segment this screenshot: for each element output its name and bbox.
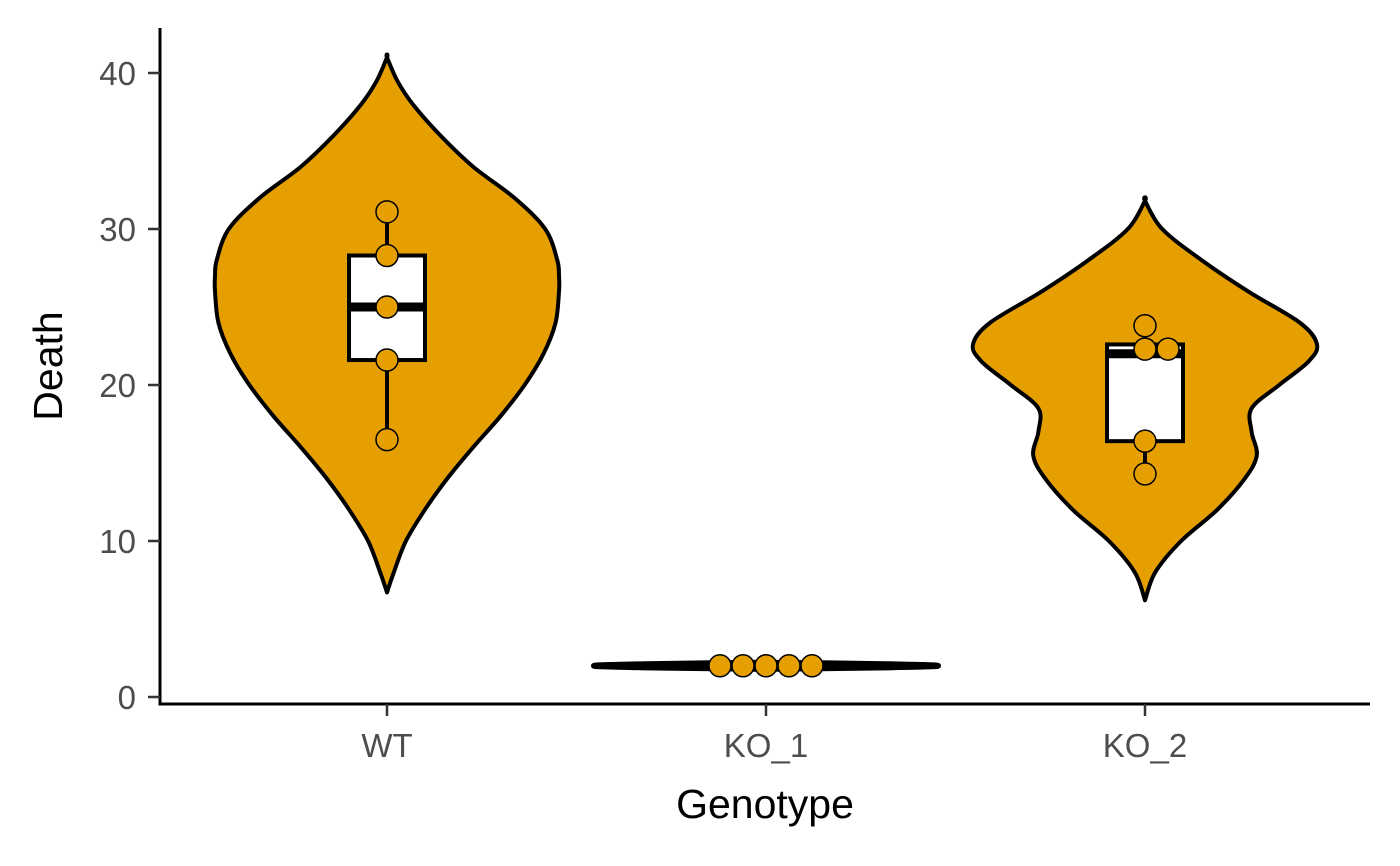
point-ko-1-5: [708, 654, 732, 678]
y-tick-label-10: 10: [99, 523, 136, 560]
y-tick-label-30: 30: [99, 211, 136, 248]
x-axis-title: Genotype: [676, 781, 854, 827]
point-wt-2: [375, 348, 399, 372]
point-wt-3: [375, 295, 399, 319]
point-ko-1-3: [731, 654, 755, 678]
plot-area: [212, 52, 1320, 678]
point-ko-2-4: [1156, 337, 1180, 361]
point-ko-1-4: [800, 654, 824, 678]
point-wt-4: [375, 243, 399, 268]
point-ko-2-5: [1133, 313, 1157, 338]
point-wt-5: [375, 200, 399, 224]
y-tick-label-0: 0: [118, 679, 136, 716]
axes: [158, 28, 1370, 706]
tick-labels: WT KO_1 KO_2 0 10 20 30 40: [99, 55, 1187, 764]
point-ko-2-1: [1133, 462, 1157, 486]
point-ko-2-2: [1133, 429, 1157, 453]
y-tick-label-40: 40: [99, 55, 136, 92]
point-ko-1-1: [754, 654, 778, 678]
x-tick-label-wt: WT: [361, 727, 412, 764]
y-axis-title: Death: [25, 311, 71, 420]
x-tick-label-ko-2: KO_2: [1103, 727, 1187, 764]
point-ko-2-3: [1133, 337, 1157, 361]
x-tick-label-ko-1: KO_1: [724, 727, 808, 764]
point-ko-1-2: [777, 654, 801, 678]
y-tick-label-20: 20: [99, 367, 136, 404]
point-wt-1: [375, 427, 399, 452]
